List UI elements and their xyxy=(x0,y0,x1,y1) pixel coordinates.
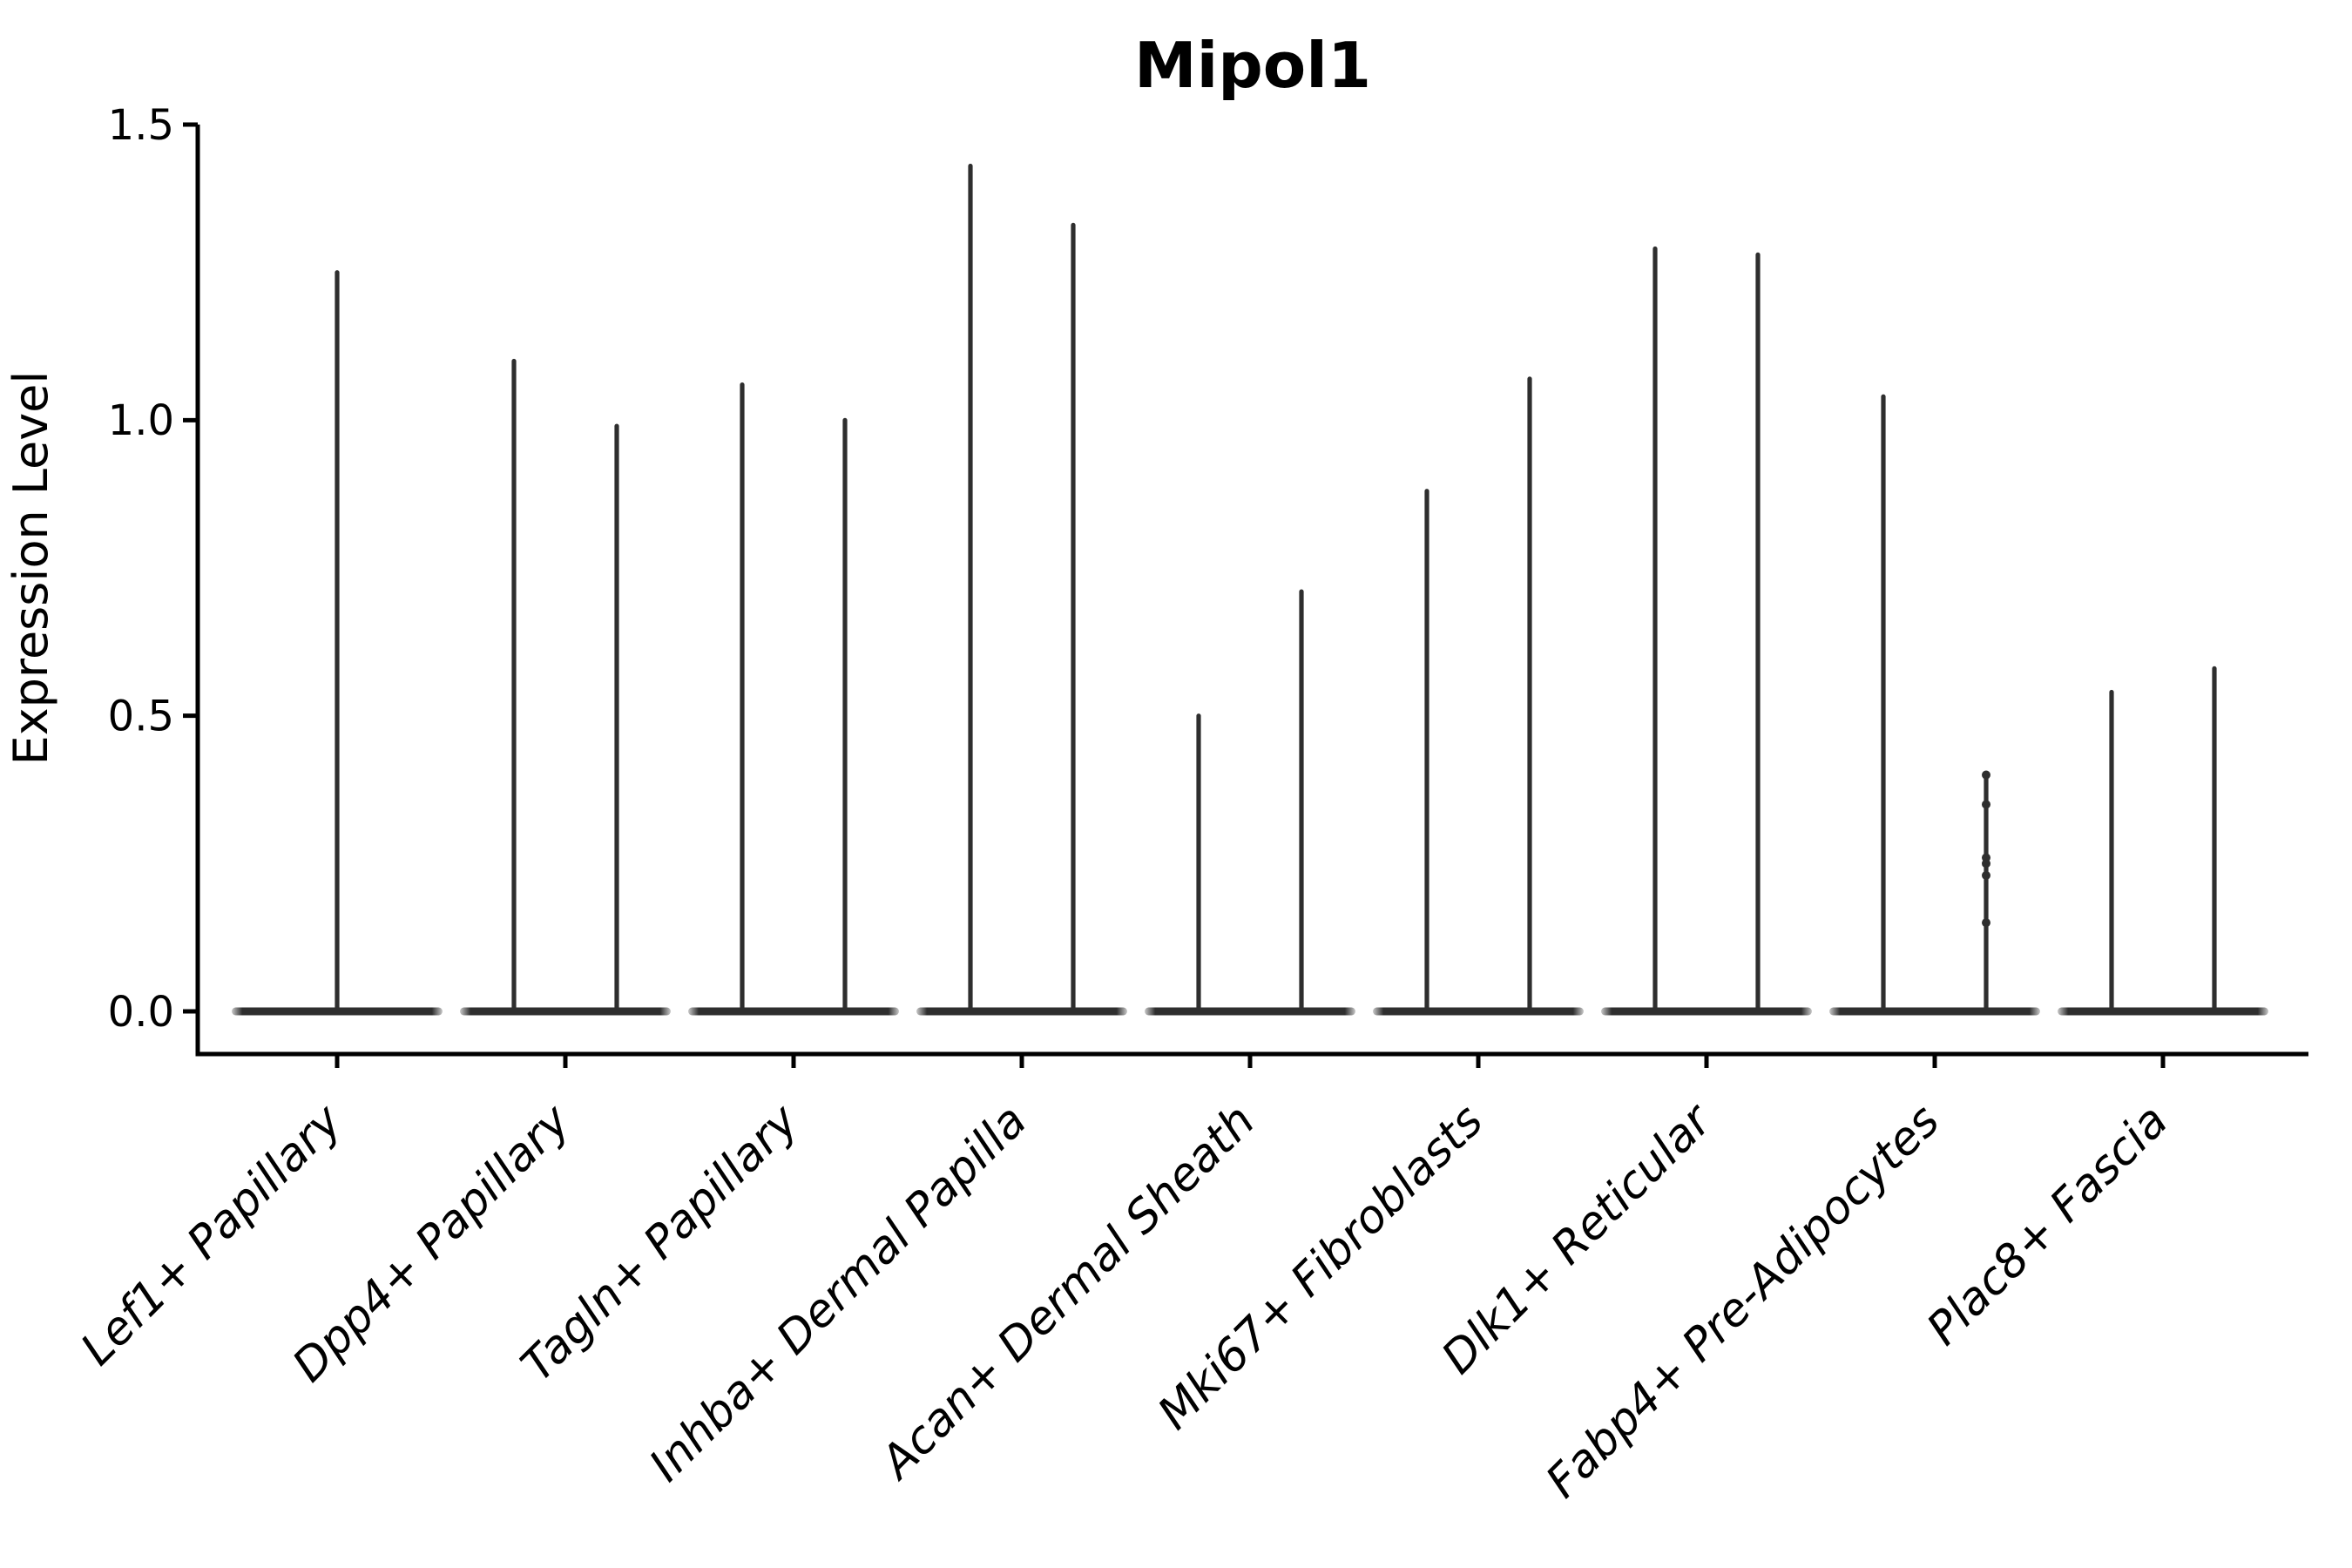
data-point xyxy=(1982,918,1990,928)
violin-base xyxy=(1145,1007,1355,1016)
y-tick-label: 0.0 xyxy=(108,988,174,1037)
violin-base xyxy=(916,1007,1127,1016)
y-axis-label: Expression Level xyxy=(3,371,58,766)
violin-base xyxy=(1373,1007,1584,1016)
y-tick-label: 1.5 xyxy=(108,101,174,150)
violin-base xyxy=(2058,1007,2268,1016)
plot-title: Mipol1 xyxy=(1134,29,1371,102)
data-point xyxy=(1982,870,1990,880)
y-tick-label: 0.5 xyxy=(108,692,174,740)
violins-layer xyxy=(232,163,2268,1016)
data-point xyxy=(1982,859,1990,868)
y-tick-label: 1.0 xyxy=(108,396,174,445)
data-point xyxy=(1982,800,1990,809)
violin-base xyxy=(1601,1007,1812,1016)
violin-base xyxy=(460,1007,671,1016)
violin-base xyxy=(688,1007,899,1016)
data-point xyxy=(1982,770,1990,780)
violin-base xyxy=(1829,1007,2040,1016)
